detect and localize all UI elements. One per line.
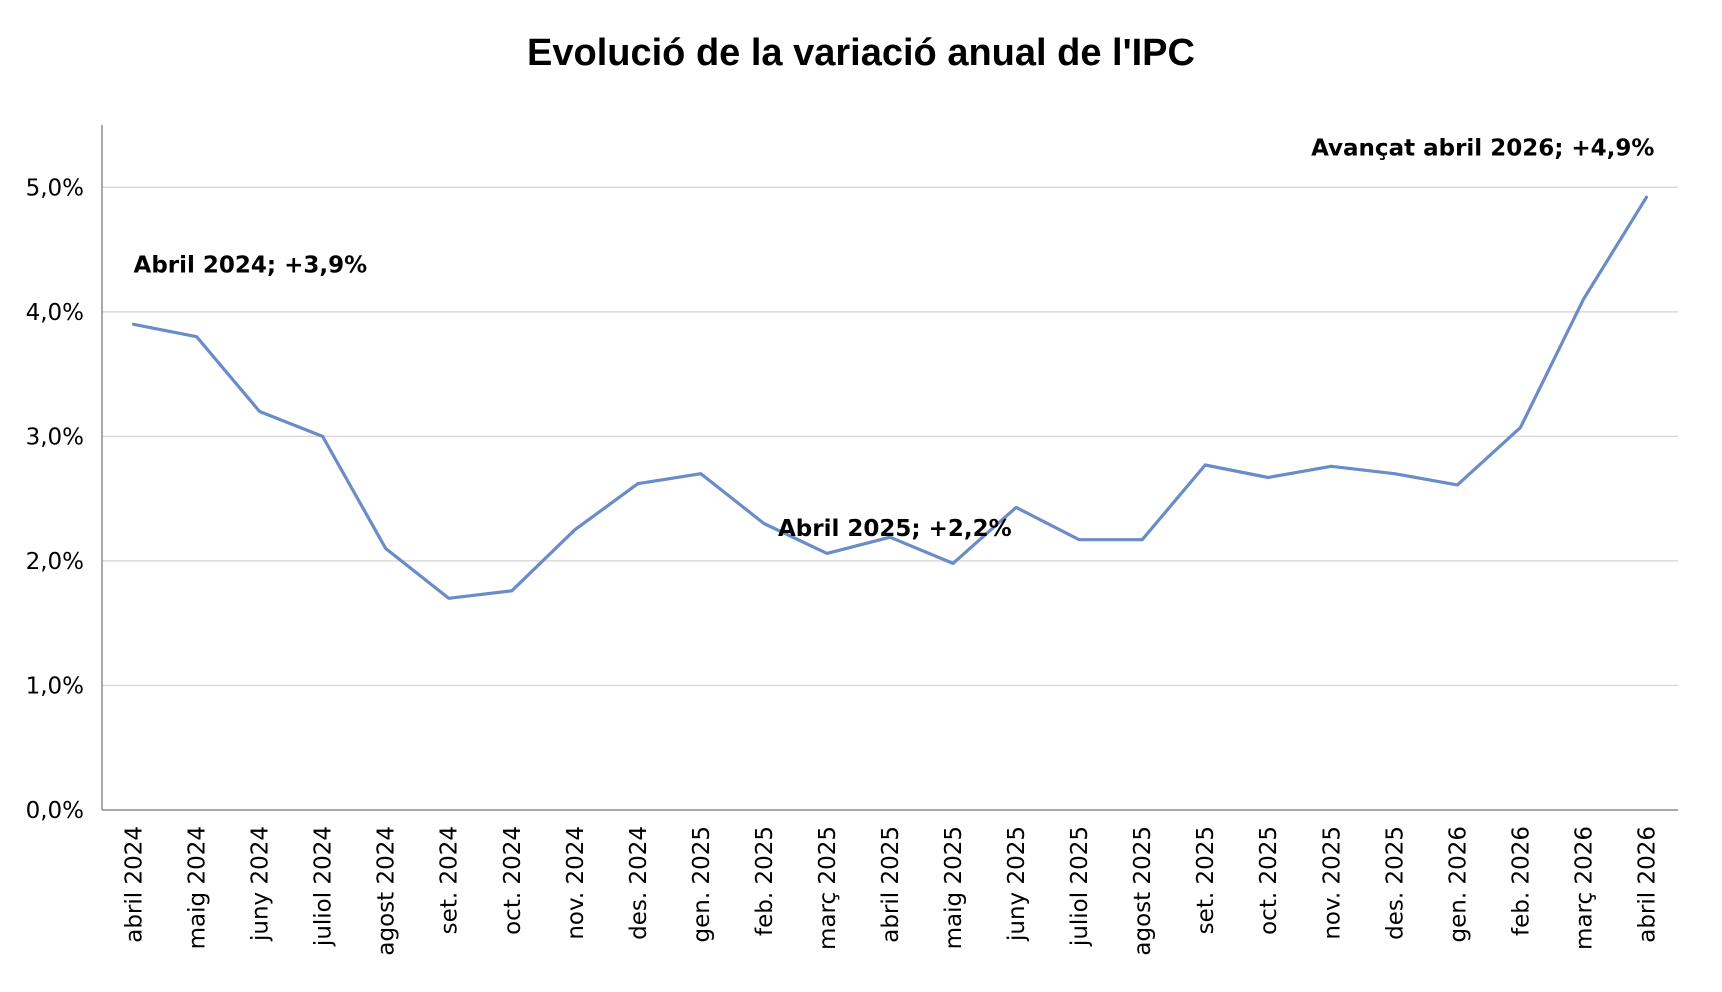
y-tick-label-5: 5,0%	[26, 175, 84, 201]
x-tick-label-14: juny 2025	[1004, 826, 1030, 942]
annotation-label-1: Abril 2025; +2,2%	[778, 516, 1012, 542]
x-tick-label-12: abril 2025	[878, 826, 904, 943]
x-tick-label-3: juliol 2024	[311, 826, 337, 947]
y-tick-label-4: 4,0%	[26, 300, 84, 326]
series-group	[131, 195, 1649, 600]
x-tick-label-16: agost 2025	[1130, 826, 1156, 956]
y-tick-label-2: 2,0%	[26, 549, 84, 575]
x-tick-label-24: abril 2026	[1634, 826, 1660, 943]
x-tick-label-5: set. 2024	[437, 826, 463, 934]
y-axis-tick-labels: 0,0% 1,0% 2,0% 3,0% 4,0% 5,0%	[26, 175, 84, 824]
x-tick-label-18: oct. 2025	[1256, 826, 1282, 935]
x-tick-label-11: març 2025	[815, 826, 841, 950]
gridlines	[102, 186, 1678, 687]
x-axis-tick-labels: abril 2024 maig 2024 juny 2024 juliol 2024 a…	[122, 826, 1661, 956]
x-tick-label-21: gen. 2026	[1445, 826, 1471, 942]
y-tick-label-3: 3,0%	[26, 424, 84, 450]
annotation-label-0: Abril 2024; +3,9%	[134, 252, 368, 278]
x-tick-label-7: nov. 2024	[563, 826, 589, 940]
x-tick-label-23: març 2026	[1571, 826, 1597, 950]
x-tick-label-10: feb. 2025	[752, 826, 778, 936]
x-tick-label-15: juliol 2025	[1067, 826, 1093, 947]
x-tick-label-17: set. 2025	[1193, 826, 1219, 934]
x-tick-label-6: oct. 2024	[500, 826, 526, 935]
x-tick-label-2: juny 2024	[248, 826, 274, 942]
y-tick-label-1: 1,0%	[26, 673, 84, 699]
x-tick-label-4: agost 2024	[374, 826, 400, 956]
chart-title: Evolució de la variació anual de l'IPC	[527, 32, 1195, 74]
x-tick-label-19: nov. 2025	[1319, 826, 1345, 940]
x-tick-label-9: gen. 2025	[689, 826, 715, 942]
series-line-0	[131, 195, 1649, 600]
annotations: Abril 2024; +3,9% Abril 2025; +2,2% Avança…	[134, 136, 1655, 542]
x-tick-label-13: maig 2025	[941, 826, 967, 949]
x-tick-label-8: des. 2024	[626, 826, 652, 940]
y-tick-label-0: 0,0%	[26, 798, 84, 824]
x-tick-label-22: feb. 2026	[1508, 826, 1534, 936]
x-tick-label-1: maig 2024	[185, 826, 211, 949]
axes	[101, 125, 1678, 811]
x-tick-label-20: des. 2025	[1382, 826, 1408, 940]
annotation-label-2: Avançat abril 2026; +4,9%	[1311, 136, 1654, 162]
x-tick-label-0: abril 2024	[122, 826, 148, 943]
